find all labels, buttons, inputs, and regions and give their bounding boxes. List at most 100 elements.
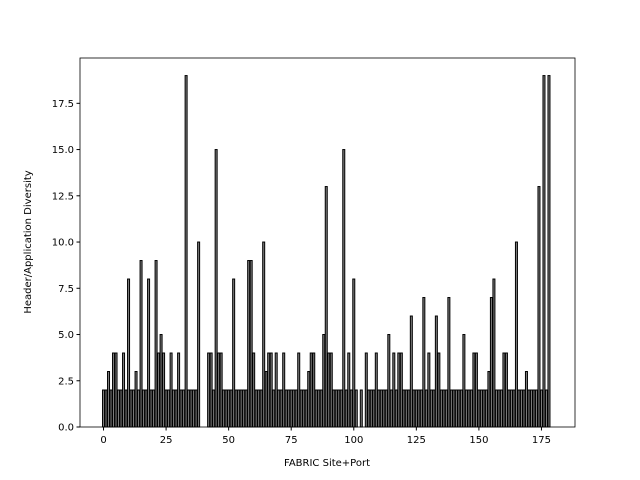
bar xyxy=(129,389,133,428)
bar xyxy=(352,278,356,428)
bar xyxy=(217,352,221,428)
bar xyxy=(457,389,461,428)
bar xyxy=(402,389,406,428)
bar xyxy=(119,389,123,428)
bar xyxy=(464,389,468,428)
bar xyxy=(404,389,408,428)
bar xyxy=(227,389,231,428)
x-tick-label: 175 xyxy=(532,435,551,446)
bar xyxy=(274,352,278,428)
bar xyxy=(242,389,246,428)
x-tick-label: 125 xyxy=(407,435,426,446)
bar xyxy=(279,389,283,428)
bar xyxy=(537,186,541,428)
bar xyxy=(434,315,438,428)
bar xyxy=(267,352,271,428)
bar xyxy=(502,352,506,428)
bar xyxy=(187,389,191,428)
bar xyxy=(127,278,131,428)
bar xyxy=(507,389,511,428)
x-tick-label: 0 xyxy=(100,435,106,446)
bar xyxy=(139,260,143,428)
bar xyxy=(157,352,161,428)
bar xyxy=(517,389,521,428)
bar xyxy=(249,260,253,428)
bar xyxy=(182,389,186,428)
bar xyxy=(294,389,298,428)
bar xyxy=(117,389,121,428)
bar xyxy=(159,334,163,428)
bar xyxy=(169,352,173,428)
bar xyxy=(262,241,266,428)
bar xyxy=(424,389,428,428)
bar xyxy=(527,389,531,428)
bar xyxy=(427,352,431,428)
bar xyxy=(509,389,513,428)
bar xyxy=(547,75,551,428)
bar xyxy=(112,352,116,428)
bar xyxy=(107,371,111,428)
bar xyxy=(229,389,233,428)
bar xyxy=(222,389,226,428)
bar xyxy=(304,389,308,428)
bar xyxy=(437,352,441,428)
bar xyxy=(472,352,476,428)
bar xyxy=(174,389,178,428)
bar xyxy=(154,260,158,428)
bar xyxy=(172,389,176,428)
bar xyxy=(252,352,256,428)
bar xyxy=(392,352,396,428)
bar xyxy=(492,278,496,428)
bar xyxy=(312,352,316,428)
bar xyxy=(504,352,508,428)
bar xyxy=(369,389,373,428)
bar xyxy=(254,389,258,428)
bar xyxy=(277,389,281,428)
bar xyxy=(142,389,146,428)
bar xyxy=(447,297,451,428)
x-tick-label: 100 xyxy=(344,435,363,446)
bar xyxy=(482,389,486,428)
bar xyxy=(319,389,323,428)
bar xyxy=(192,389,196,428)
bar xyxy=(374,352,378,428)
bar xyxy=(302,389,306,428)
bar xyxy=(422,297,426,428)
plot-frame xyxy=(79,57,576,428)
bar xyxy=(397,352,401,428)
bar xyxy=(477,389,481,428)
bar xyxy=(524,371,528,428)
x-axis-label: FABRIC Site+Port xyxy=(284,458,370,469)
bar xyxy=(329,352,333,428)
bar xyxy=(124,389,128,428)
bar xyxy=(337,389,341,428)
bar xyxy=(137,389,141,428)
bar xyxy=(177,352,181,428)
bar xyxy=(134,371,138,428)
bar xyxy=(327,352,331,428)
y-tick-label: 10.0 xyxy=(52,238,74,249)
y-tick-label: 12.5 xyxy=(52,191,74,202)
bar xyxy=(284,389,288,428)
bar xyxy=(209,352,213,428)
bar xyxy=(534,389,538,428)
bar xyxy=(232,278,236,428)
bar xyxy=(387,334,391,428)
bar xyxy=(184,75,188,428)
bar xyxy=(237,389,241,428)
bar xyxy=(429,389,433,428)
bar xyxy=(544,389,548,428)
bar xyxy=(407,389,411,428)
bar xyxy=(144,389,148,428)
bar xyxy=(244,389,248,428)
bar xyxy=(529,389,533,428)
bar xyxy=(152,389,156,428)
bar xyxy=(212,389,216,428)
bar xyxy=(342,149,346,428)
bar xyxy=(494,389,498,428)
bar xyxy=(324,186,328,428)
bar xyxy=(322,334,326,428)
bar xyxy=(224,389,228,428)
bar xyxy=(317,389,321,428)
